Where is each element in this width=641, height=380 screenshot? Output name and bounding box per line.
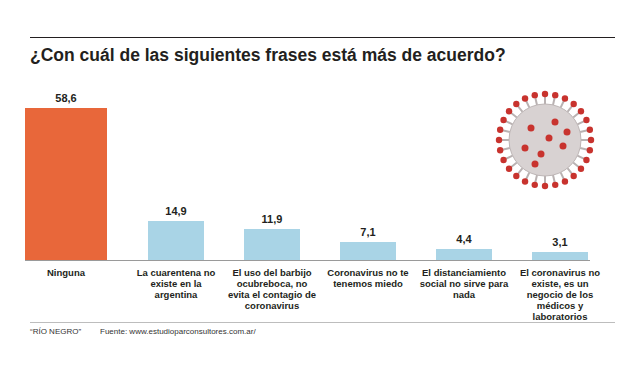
virus-spike-tip bbox=[496, 137, 502, 143]
virus-illustration bbox=[490, 85, 600, 195]
virus-spike-tip bbox=[506, 165, 512, 171]
virus-spike-tip bbox=[500, 157, 506, 163]
virus-spike-tip bbox=[522, 95, 528, 101]
virus-spot bbox=[564, 129, 571, 136]
virus-spike-tip bbox=[513, 101, 519, 107]
category-label: Coronavirus no te tenemos miedo bbox=[322, 267, 414, 289]
data-label: 14,9 bbox=[136, 205, 216, 217]
bottom-rule bbox=[30, 322, 615, 323]
virus-spike-tip bbox=[552, 92, 558, 98]
virus-spot bbox=[532, 161, 539, 168]
virus-spike-tip bbox=[522, 178, 528, 184]
virus-spike-tip bbox=[497, 127, 503, 133]
data-label: 3,1 bbox=[520, 236, 600, 248]
bar bbox=[340, 242, 396, 260]
virus-spot bbox=[538, 151, 545, 158]
note: “RÍO NEGRO” bbox=[30, 327, 81, 336]
bar bbox=[436, 249, 492, 260]
virus-spike-tip bbox=[532, 182, 538, 188]
virus-spike-tip bbox=[513, 173, 519, 179]
virus-spike-tip bbox=[562, 178, 568, 184]
virus-spike-tip bbox=[497, 147, 503, 153]
virus-spot bbox=[546, 135, 553, 142]
virus-spike-tip bbox=[542, 183, 548, 189]
virus-spike-tip bbox=[583, 157, 589, 163]
source: Fuente: www.estudioparconsultores.com.ar… bbox=[100, 327, 256, 336]
virus-spot bbox=[522, 145, 529, 152]
baseline bbox=[25, 260, 590, 261]
virus-spike-tip bbox=[587, 147, 593, 153]
bar bbox=[25, 108, 107, 260]
virus-spike-tip bbox=[562, 95, 568, 101]
virus-spike-tip bbox=[578, 108, 584, 114]
virus-spike-tip bbox=[532, 92, 538, 98]
data-label: 4,4 bbox=[424, 233, 504, 245]
virus-body bbox=[509, 104, 581, 176]
data-label: 7,1 bbox=[328, 226, 408, 238]
top-rule bbox=[30, 37, 615, 38]
virus-spike-tip bbox=[578, 165, 584, 171]
virus-spot bbox=[528, 125, 535, 132]
category-label: El uso del barbijo ocubreboca, no evita … bbox=[226, 267, 318, 311]
data-label: 58,6 bbox=[26, 92, 106, 104]
virus-spike-tip bbox=[542, 91, 548, 97]
virus-spike-tip bbox=[583, 117, 589, 123]
virus-spike-tip bbox=[552, 182, 558, 188]
bar bbox=[244, 229, 300, 260]
bar bbox=[148, 221, 204, 260]
plot-area bbox=[0, 104, 641, 260]
virus-spike-tip bbox=[587, 127, 593, 133]
virus-spike-tip bbox=[588, 137, 594, 143]
category-label: El distanciamiento social no sirve para … bbox=[418, 267, 510, 300]
virus-spot bbox=[552, 119, 559, 126]
data-label: 11,9 bbox=[232, 213, 312, 225]
virus-spike-tip bbox=[570, 101, 576, 107]
virus-spike-tip bbox=[506, 108, 512, 114]
category-label: El coronavirus no existe, es un negocio … bbox=[514, 267, 606, 322]
category-label: Ninguna bbox=[20, 267, 112, 278]
title: ¿Con cuál de las siguientes frases está … bbox=[30, 45, 506, 66]
bar bbox=[532, 252, 588, 260]
virus-spike-tip bbox=[500, 117, 506, 123]
virus-spot bbox=[560, 143, 567, 150]
category-label: La cuarentena no existe en la argentina bbox=[130, 267, 222, 300]
virus-spike-tip bbox=[570, 173, 576, 179]
